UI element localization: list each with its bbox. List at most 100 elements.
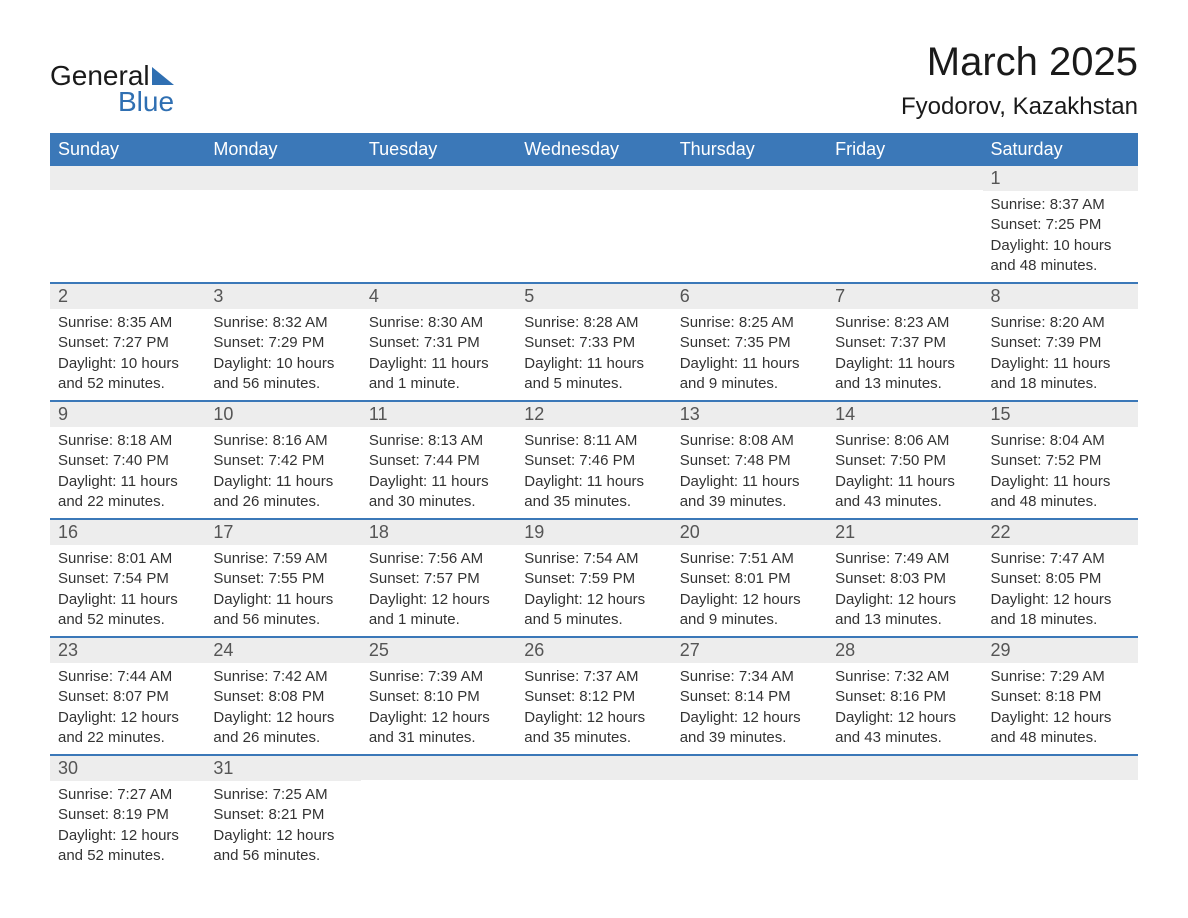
day-number: 8	[983, 284, 1138, 309]
day-line: Daylight: 11 hours and 52 minutes.	[58, 590, 197, 631]
day-line: Daylight: 12 hours and 22 minutes.	[58, 708, 197, 749]
day-content: Sunrise: 8:30 AMSunset: 7:31 PMDaylight:…	[361, 309, 516, 400]
day-line: Daylight: 11 hours and 1 minute.	[369, 354, 508, 395]
calendar-day-cell: 16Sunrise: 8:01 AMSunset: 7:54 PMDayligh…	[50, 519, 205, 637]
day-line: Daylight: 11 hours and 9 minutes.	[680, 354, 819, 395]
calendar-header-row: SundayMondayTuesdayWednesdayThursdayFrid…	[50, 133, 1138, 166]
day-content: Sunrise: 7:39 AMSunset: 8:10 PMDaylight:…	[361, 663, 516, 754]
calendar-day-cell: 28Sunrise: 7:32 AMSunset: 8:16 PMDayligh…	[827, 637, 982, 755]
day-number: 13	[672, 402, 827, 427]
day-content	[827, 780, 982, 860]
day-number: 30	[50, 756, 205, 781]
day-line: Daylight: 11 hours and 56 minutes.	[213, 590, 352, 631]
day-content: Sunrise: 8:16 AMSunset: 7:42 PMDaylight:…	[205, 427, 360, 518]
calendar-day-cell: 2Sunrise: 8:35 AMSunset: 7:27 PMDaylight…	[50, 283, 205, 401]
day-content	[516, 780, 671, 860]
day-content: Sunrise: 7:59 AMSunset: 7:55 PMDaylight:…	[205, 545, 360, 636]
day-line: Sunrise: 8:18 AM	[58, 431, 197, 451]
calendar-day-cell: 6Sunrise: 8:25 AMSunset: 7:35 PMDaylight…	[672, 283, 827, 401]
calendar-day-cell: 19Sunrise: 7:54 AMSunset: 7:59 PMDayligh…	[516, 519, 671, 637]
calendar-day-cell: 13Sunrise: 8:08 AMSunset: 7:48 PMDayligh…	[672, 401, 827, 519]
calendar-day-cell: 12Sunrise: 8:11 AMSunset: 7:46 PMDayligh…	[516, 401, 671, 519]
calendar-day-cell: 18Sunrise: 7:56 AMSunset: 7:57 PMDayligh…	[361, 519, 516, 637]
day-content: Sunrise: 7:44 AMSunset: 8:07 PMDaylight:…	[50, 663, 205, 754]
day-line: Sunrise: 7:56 AM	[369, 549, 508, 569]
day-number: 16	[50, 520, 205, 545]
day-content	[672, 190, 827, 270]
day-line: Sunset: 8:14 PM	[680, 687, 819, 707]
calendar-day-cell: 22Sunrise: 7:47 AMSunset: 8:05 PMDayligh…	[983, 519, 1138, 637]
weekday-header: Wednesday	[516, 133, 671, 166]
day-line: Sunset: 7:29 PM	[213, 333, 352, 353]
calendar-day-cell: 9Sunrise: 8:18 AMSunset: 7:40 PMDaylight…	[50, 401, 205, 519]
day-line: Daylight: 11 hours and 5 minutes.	[524, 354, 663, 395]
day-number	[672, 756, 827, 780]
day-line: Daylight: 12 hours and 56 minutes.	[213, 826, 352, 867]
title-block: March 2025 Fyodorov, Kazakhstan	[901, 40, 1138, 121]
calendar-day-cell	[516, 166, 671, 283]
day-line: Sunset: 8:12 PM	[524, 687, 663, 707]
day-line: Sunrise: 8:35 AM	[58, 313, 197, 333]
calendar-day-cell: 14Sunrise: 8:06 AMSunset: 7:50 PMDayligh…	[827, 401, 982, 519]
day-line: Sunset: 8:03 PM	[835, 569, 974, 589]
calendar-day-cell: 31Sunrise: 7:25 AMSunset: 8:21 PMDayligh…	[205, 755, 360, 872]
day-number: 5	[516, 284, 671, 309]
calendar-day-cell	[50, 166, 205, 283]
day-line: Sunrise: 7:34 AM	[680, 667, 819, 687]
calendar-day-cell: 4Sunrise: 8:30 AMSunset: 7:31 PMDaylight…	[361, 283, 516, 401]
day-line: Sunrise: 8:32 AM	[213, 313, 352, 333]
calendar-day-cell: 26Sunrise: 7:37 AMSunset: 8:12 PMDayligh…	[516, 637, 671, 755]
day-number: 7	[827, 284, 982, 309]
calendar-day-cell: 27Sunrise: 7:34 AMSunset: 8:14 PMDayligh…	[672, 637, 827, 755]
day-line: Daylight: 12 hours and 43 minutes.	[835, 708, 974, 749]
day-number: 17	[205, 520, 360, 545]
day-line: Sunrise: 7:54 AM	[524, 549, 663, 569]
day-line: Sunrise: 8:08 AM	[680, 431, 819, 451]
calendar-day-cell: 17Sunrise: 7:59 AMSunset: 7:55 PMDayligh…	[205, 519, 360, 637]
day-number	[50, 166, 205, 190]
calendar-week-row: 16Sunrise: 8:01 AMSunset: 7:54 PMDayligh…	[50, 519, 1138, 637]
logo: General Blue	[50, 60, 174, 118]
day-content: Sunrise: 7:25 AMSunset: 8:21 PMDaylight:…	[205, 781, 360, 872]
day-line: Sunrise: 8:13 AM	[369, 431, 508, 451]
day-line: Sunrise: 8:28 AM	[524, 313, 663, 333]
day-line: Daylight: 11 hours and 43 minutes.	[835, 472, 974, 513]
day-line: Daylight: 11 hours and 35 minutes.	[524, 472, 663, 513]
day-content: Sunrise: 8:11 AMSunset: 7:46 PMDaylight:…	[516, 427, 671, 518]
day-line: Sunset: 8:19 PM	[58, 805, 197, 825]
day-line: Daylight: 12 hours and 35 minutes.	[524, 708, 663, 749]
day-number: 20	[672, 520, 827, 545]
day-content: Sunrise: 8:28 AMSunset: 7:33 PMDaylight:…	[516, 309, 671, 400]
calendar-day-cell: 7Sunrise: 8:23 AMSunset: 7:37 PMDaylight…	[827, 283, 982, 401]
day-line: Sunrise: 8:23 AM	[835, 313, 974, 333]
day-line: Sunset: 7:40 PM	[58, 451, 197, 471]
day-content: Sunrise: 7:27 AMSunset: 8:19 PMDaylight:…	[50, 781, 205, 872]
calendar-day-cell: 21Sunrise: 7:49 AMSunset: 8:03 PMDayligh…	[827, 519, 982, 637]
day-line: Sunset: 8:16 PM	[835, 687, 974, 707]
day-line: Daylight: 10 hours and 56 minutes.	[213, 354, 352, 395]
day-number: 21	[827, 520, 982, 545]
calendar-day-cell	[516, 755, 671, 872]
day-number: 18	[361, 520, 516, 545]
day-number	[827, 756, 982, 780]
calendar-day-cell: 23Sunrise: 7:44 AMSunset: 8:07 PMDayligh…	[50, 637, 205, 755]
day-line: Sunrise: 7:32 AM	[835, 667, 974, 687]
day-line: Sunset: 8:05 PM	[991, 569, 1130, 589]
day-content: Sunrise: 8:37 AMSunset: 7:25 PMDaylight:…	[983, 191, 1138, 282]
day-number	[205, 166, 360, 190]
calendar-week-row: 23Sunrise: 7:44 AMSunset: 8:07 PMDayligh…	[50, 637, 1138, 755]
day-line: Daylight: 11 hours and 22 minutes.	[58, 472, 197, 513]
day-line: Sunrise: 8:06 AM	[835, 431, 974, 451]
day-content: Sunrise: 8:06 AMSunset: 7:50 PMDaylight:…	[827, 427, 982, 518]
day-line: Sunset: 7:44 PM	[369, 451, 508, 471]
day-line: Daylight: 12 hours and 39 minutes.	[680, 708, 819, 749]
day-line: Sunset: 8:01 PM	[680, 569, 819, 589]
weekday-header: Monday	[205, 133, 360, 166]
day-line: Daylight: 12 hours and 13 minutes.	[835, 590, 974, 631]
day-content: Sunrise: 8:35 AMSunset: 7:27 PMDaylight:…	[50, 309, 205, 400]
day-number: 15	[983, 402, 1138, 427]
day-line: Sunset: 7:31 PM	[369, 333, 508, 353]
weekday-header: Thursday	[672, 133, 827, 166]
day-line: Sunset: 7:35 PM	[680, 333, 819, 353]
day-number: 4	[361, 284, 516, 309]
